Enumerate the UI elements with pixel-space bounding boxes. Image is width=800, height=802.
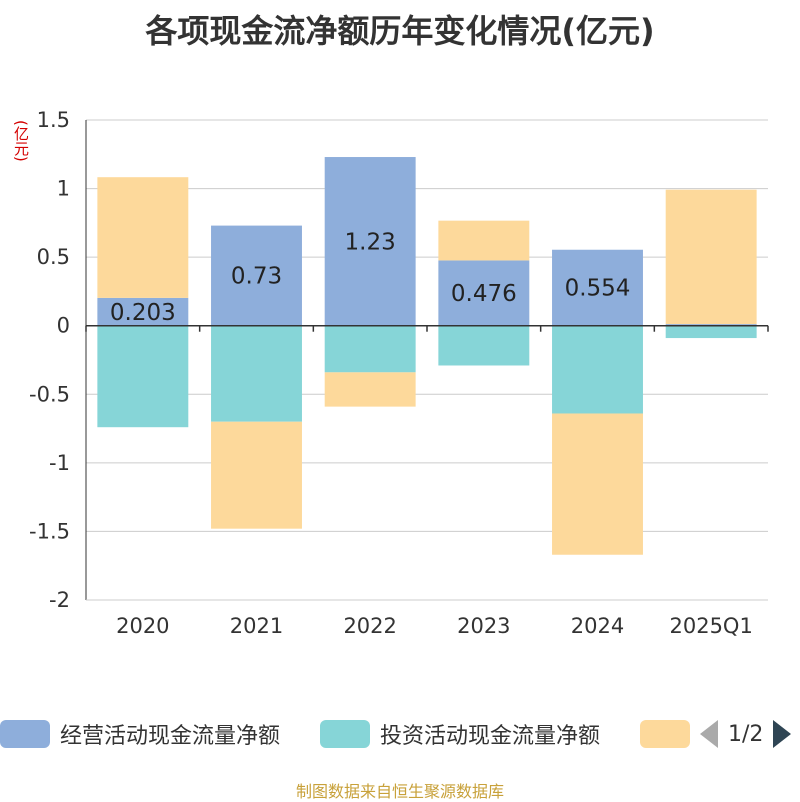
y-tick-label: 1	[57, 177, 70, 201]
bar-financing	[211, 421, 302, 529]
bar-investing	[97, 325, 189, 428]
y-tick-label: 0	[57, 314, 70, 338]
y-tick-label: -1	[49, 451, 70, 475]
y-tick-label: 1.5	[37, 108, 70, 132]
bar-value-label: 0.73	[231, 264, 282, 290]
bar-financing	[438, 220, 530, 261]
x-tick-label: 2021	[230, 614, 283, 638]
bar-financing	[552, 413, 643, 555]
bar-value-label: 0.203	[110, 300, 176, 326]
bar-operating	[324, 157, 416, 326]
x-tick-label: 2025Q1	[669, 614, 752, 638]
legend-item-financing[interactable]	[640, 718, 700, 750]
data-source-note: 制图数据来自恒生聚源数据库	[295, 782, 504, 801]
legend-item-operating[interactable]: 经营活动现金流量净额	[0, 718, 280, 750]
legend-label-investing: 投资活动现金流量净额	[380, 724, 601, 749]
chart-title: 各项现金流净额历年变化情况(亿元)	[145, 12, 655, 50]
bar-operating	[438, 260, 530, 326]
legend: 经营活动现金流量净额 投资活动现金流量净额	[0, 718, 800, 750]
y-axis-unit: (亿元)	[12, 120, 30, 162]
x-tick-label: 2020	[116, 614, 169, 638]
pager-text: 1/2	[728, 721, 764, 747]
bar-investing	[324, 325, 416, 373]
y-tick-label: -0.5	[29, 382, 70, 406]
bar-investing	[211, 325, 302, 422]
legend-swatch-investing	[320, 720, 370, 748]
bar-value-label: 1.23	[345, 229, 396, 255]
bar-operating	[211, 225, 302, 326]
y-tick-label: -1.5	[29, 519, 70, 543]
y-tick-label: 0.5	[37, 245, 70, 269]
legend-pager: 1/2	[700, 718, 792, 750]
legend-label-operating: 经营活动现金流量净额	[60, 724, 281, 749]
bar-financing	[97, 177, 189, 298]
bar-value-label: 0.476	[451, 281, 517, 307]
x-tick-label: 2024	[571, 614, 624, 638]
bar-operating	[665, 324, 757, 326]
legend-swatch-financing	[640, 720, 690, 748]
pager-next-icon[interactable]	[773, 720, 792, 748]
bar-financing	[324, 372, 416, 407]
bar-value-label: 0.554	[565, 276, 631, 302]
x-tick-label: 2023	[457, 614, 510, 638]
stacked-bar-chart: 1.5 1 0.5 0 -0.5 -1 -1.5 -2 2020 2021 2022 2023 2024…	[29, 108, 769, 638]
bar-operating	[552, 249, 643, 326]
legend-item-investing[interactable]: 投资活动现金流量净额	[320, 718, 600, 750]
legend-swatch-operating	[0, 720, 50, 748]
x-tick-label: 2022	[343, 614, 396, 638]
bar-financing	[665, 189, 757, 325]
bar-investing	[552, 325, 643, 414]
bar-operating	[97, 297, 189, 326]
y-tick-label: -2	[49, 588, 70, 612]
bar-investing	[438, 325, 530, 366]
bar-investing	[665, 325, 757, 339]
pager-prev-icon[interactable]	[700, 720, 718, 748]
